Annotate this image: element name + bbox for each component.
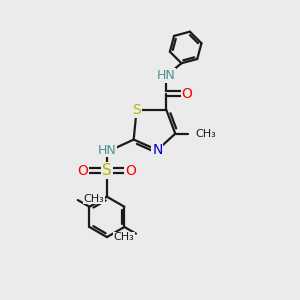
- Text: HN: HN: [157, 69, 176, 82]
- Text: CH₃: CH₃: [114, 232, 134, 242]
- Text: S: S: [132, 103, 141, 117]
- Text: O: O: [78, 164, 88, 178]
- Text: S: S: [102, 163, 112, 178]
- Text: O: O: [125, 164, 136, 178]
- Text: CH₃: CH₃: [195, 129, 216, 139]
- Text: N: N: [152, 143, 163, 157]
- Text: HN: HN: [98, 143, 116, 157]
- Text: CH₃: CH₃: [84, 194, 104, 204]
- Text: O: O: [182, 86, 193, 100]
